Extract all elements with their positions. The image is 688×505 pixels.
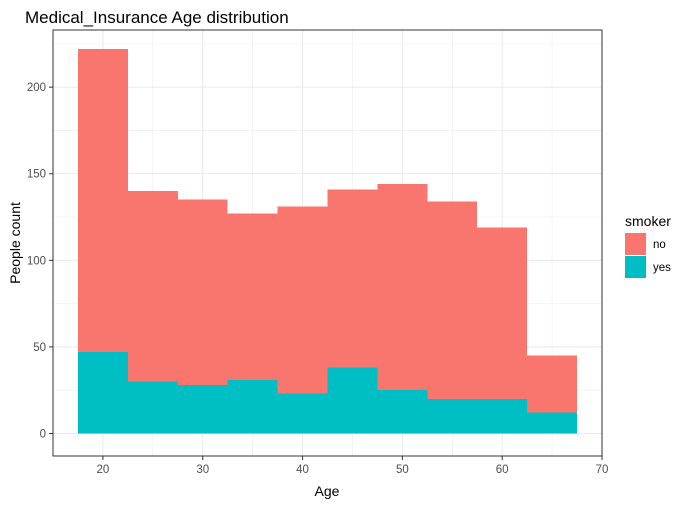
bar-no-2 (177, 199, 228, 385)
y-tick-label: 150 (27, 169, 46, 181)
bar-yes-5 (327, 367, 378, 434)
bar-yes-6 (377, 390, 428, 434)
x-tick-label: 40 (296, 464, 309, 476)
x-tick-label: 60 (496, 464, 509, 476)
bars (77, 49, 578, 434)
legend-key-no (625, 233, 646, 255)
bar-no-7 (427, 201, 478, 399)
bar-yes-2 (177, 385, 228, 434)
bar-yes-8 (477, 398, 528, 434)
x-tick-label: 70 (596, 464, 609, 476)
bar-no-6 (377, 184, 428, 391)
y-axis: 0 50 100 150 200 (27, 82, 53, 440)
bar-no-3 (227, 213, 278, 380)
y-tick-label: 200 (27, 82, 46, 94)
bar-no-1 (127, 191, 178, 382)
legend-key-yes (625, 256, 646, 278)
x-axis-title: Age (315, 483, 340, 499)
bar-yes-1 (127, 381, 178, 434)
bar-no-0 (77, 49, 128, 353)
y-tick-label: 0 (40, 428, 46, 440)
y-tick-label: 50 (33, 342, 46, 354)
bar-no-8 (477, 227, 528, 399)
legend-label-no: no (653, 239, 666, 251)
plot-border (52, 29, 603, 457)
x-tick-label: 50 (396, 464, 409, 476)
bar-yes-3 (227, 379, 278, 434)
legend-label-yes: yes (653, 262, 671, 274)
bar-yes-7 (427, 398, 478, 434)
chart-title: Medical_Insurance Age distribution (25, 8, 289, 27)
bar-no-4 (277, 206, 328, 394)
bar-yes-4 (277, 393, 328, 434)
x-tick-label: 20 (97, 464, 110, 476)
y-tick-label: 100 (27, 255, 46, 267)
x-tick-label: 30 (196, 464, 209, 476)
bar-yes-9 (527, 412, 578, 434)
bar-no-5 (327, 189, 378, 368)
y-axis-title: People count (7, 202, 23, 284)
bar-yes-0 (77, 352, 128, 434)
x-axis: 20 30 40 50 60 70 (97, 456, 609, 476)
bar-no-9 (527, 355, 578, 413)
legend-title: smoker (625, 213, 671, 229)
legend: smoker no yes (625, 213, 671, 278)
